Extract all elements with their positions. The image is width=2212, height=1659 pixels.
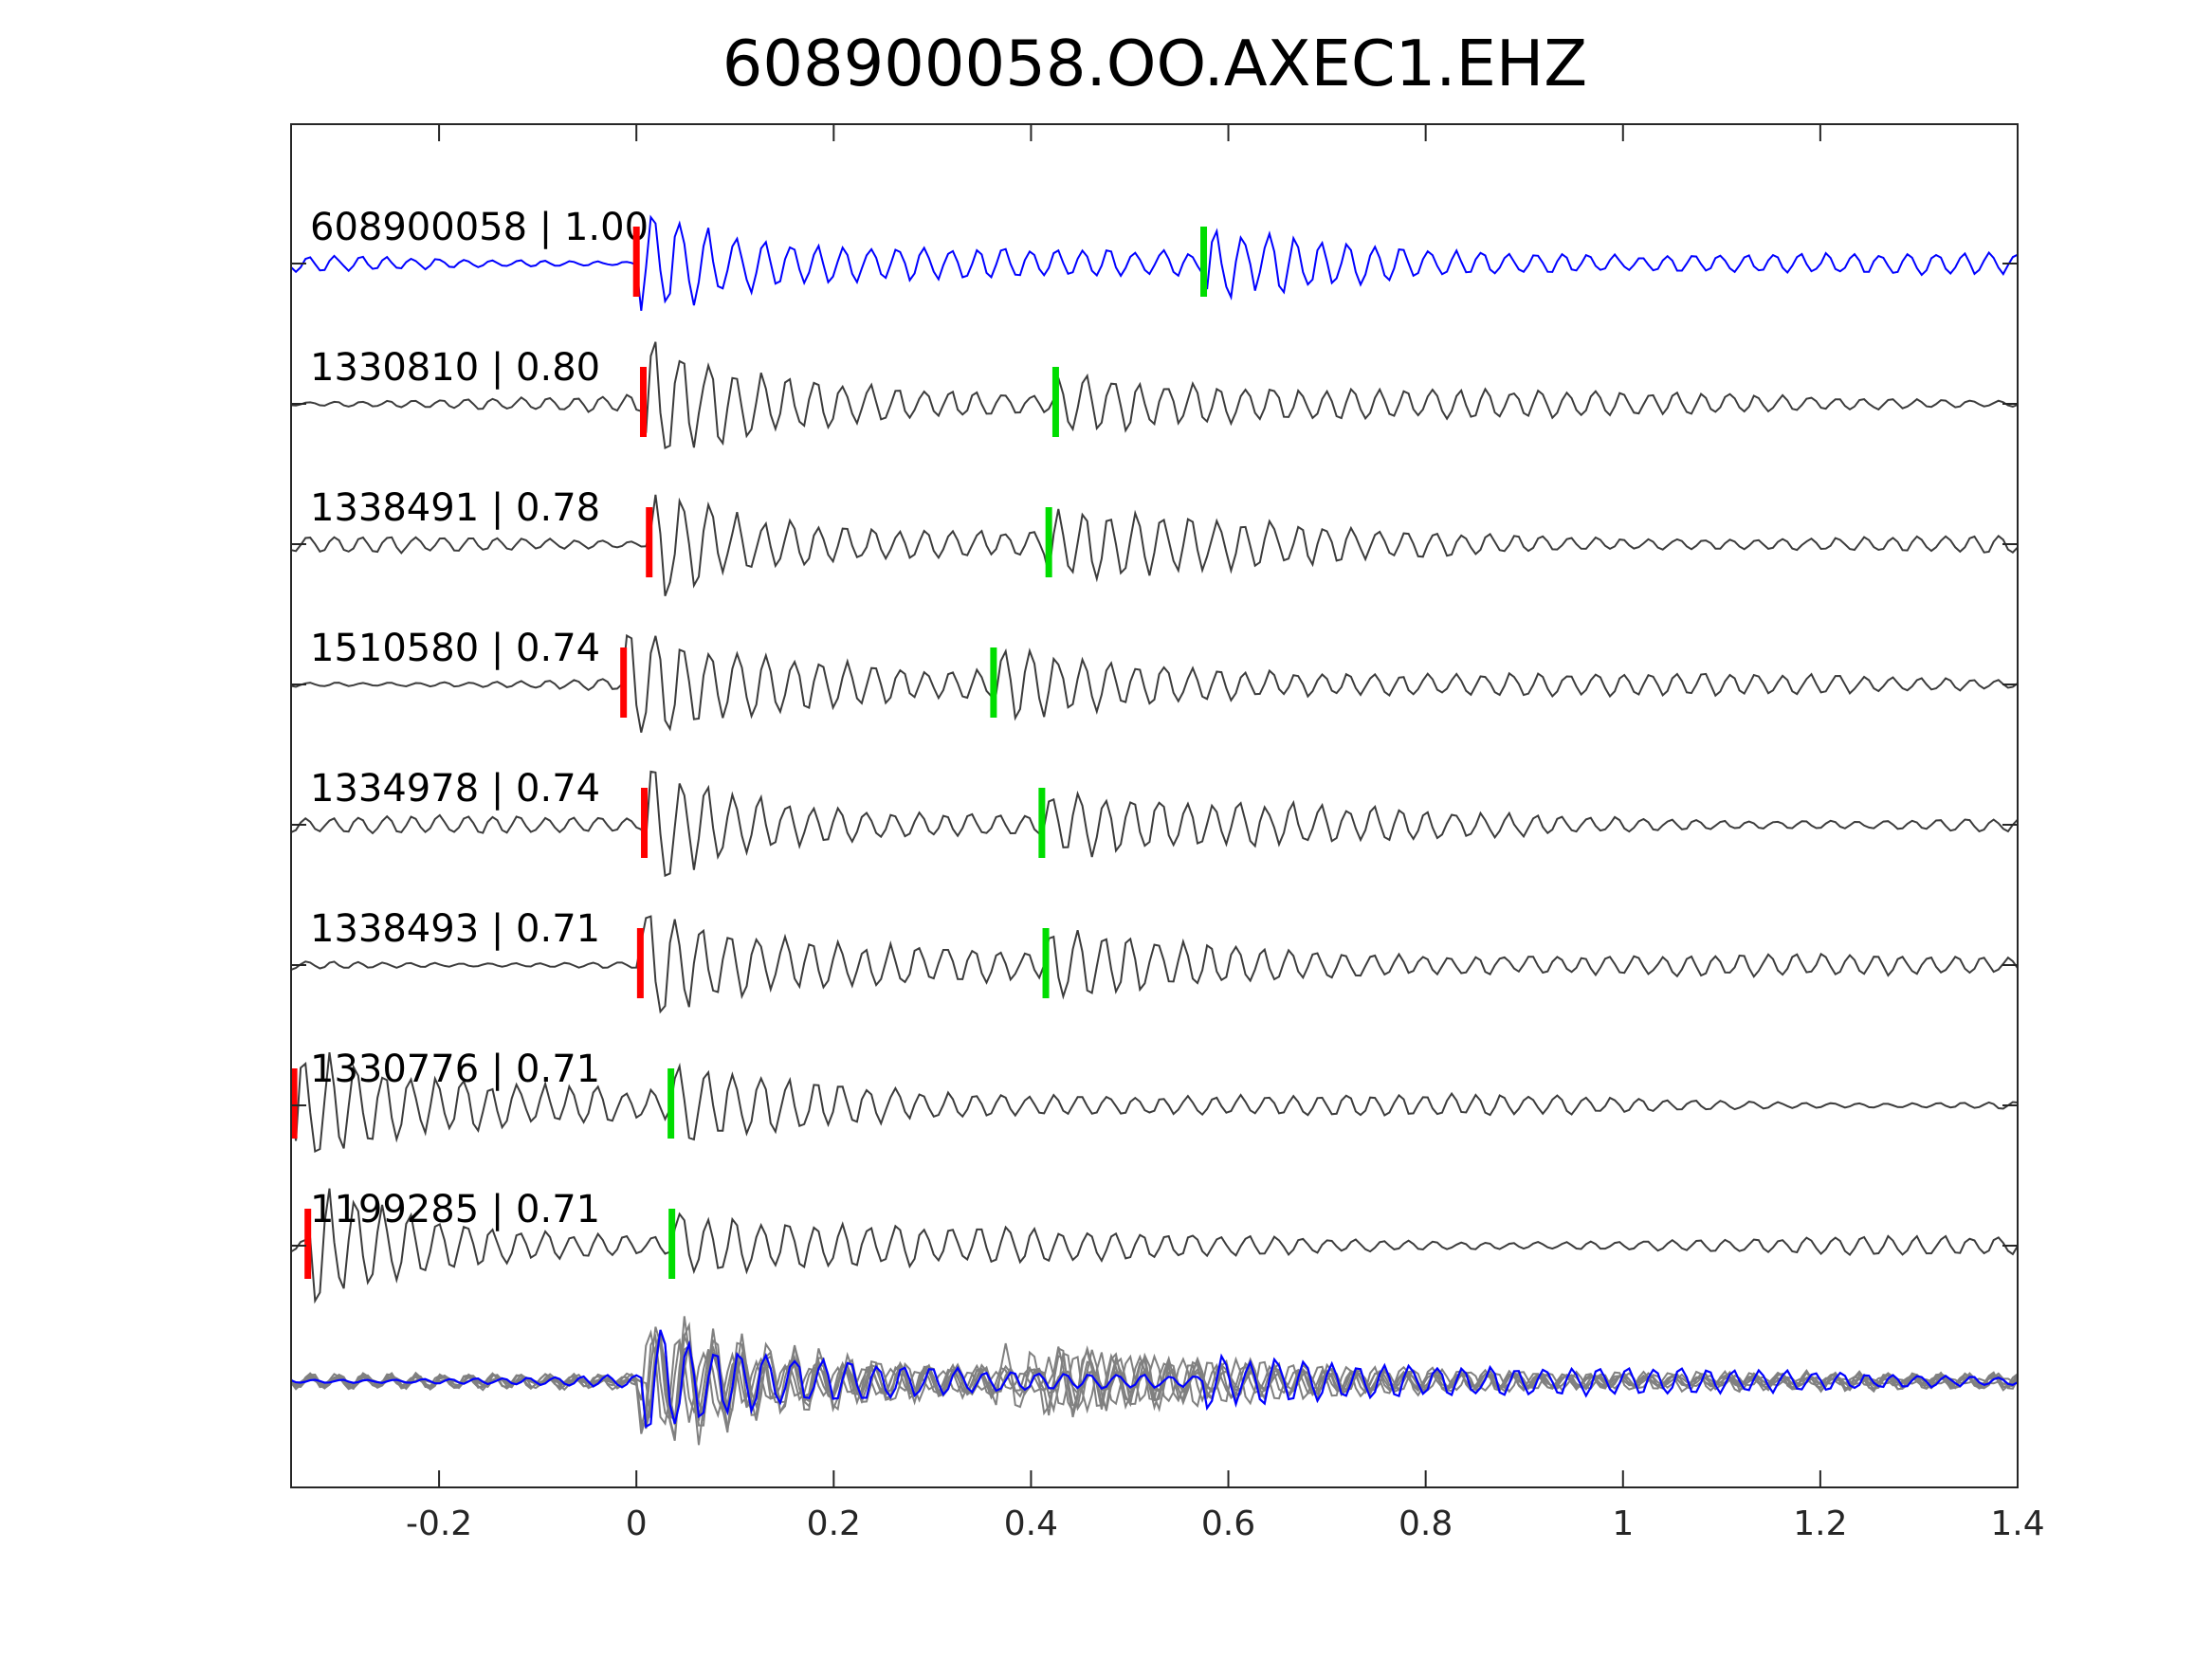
chart-title: 608900058.OO.AXEC1.EHZ bbox=[722, 27, 1587, 100]
axes-box bbox=[290, 123, 2019, 1488]
x-tick-label: -0.2 bbox=[406, 1504, 472, 1543]
trace-1338491 bbox=[290, 494, 2019, 597]
trace-label-1334978: 1334978 | 0.74 bbox=[310, 767, 600, 811]
x-tick-label: 1 bbox=[1612, 1504, 1634, 1543]
x-tick-label: 1.2 bbox=[1793, 1504, 1847, 1543]
x-tick-label: 0.6 bbox=[1201, 1504, 1255, 1543]
trace-label-1330810: 1330810 | 0.80 bbox=[310, 346, 600, 390]
trace-1334978 bbox=[290, 770, 2019, 878]
trace-1510580 bbox=[290, 633, 2019, 733]
trace-1199285 bbox=[290, 1188, 2019, 1304]
stack-trace-template bbox=[290, 1329, 2019, 1429]
x-tick-label: 1.4 bbox=[1990, 1504, 2044, 1543]
trace-608900058 bbox=[290, 214, 2019, 311]
trace-label-1338491: 1338491 | 0.78 bbox=[310, 486, 600, 530]
trace-label-1338493: 1338493 | 0.71 bbox=[310, 907, 600, 951]
x-tick-label: 0 bbox=[626, 1504, 648, 1543]
trace-label-1510580: 1510580 | 0.74 bbox=[310, 627, 600, 670]
trace-1330810 bbox=[290, 341, 2019, 449]
trace-label-608900058: 608900058 | 1.00 bbox=[310, 206, 649, 249]
plot-area: 608900058 | 1.00 1330810 | 0.80 1338491 | … bbox=[290, 123, 2045, 1543]
trace-1330776 bbox=[290, 1051, 2019, 1153]
trace-label-1199285: 1199285 | 0.71 bbox=[310, 1188, 600, 1231]
x-tick-label: 0.2 bbox=[807, 1504, 861, 1543]
trace-label-1330776: 1330776 | 0.71 bbox=[310, 1048, 600, 1091]
trace-1338493 bbox=[290, 915, 2019, 1014]
x-tick-label: 0.4 bbox=[1004, 1504, 1058, 1543]
x-tick-label: 0.8 bbox=[1398, 1504, 1453, 1543]
